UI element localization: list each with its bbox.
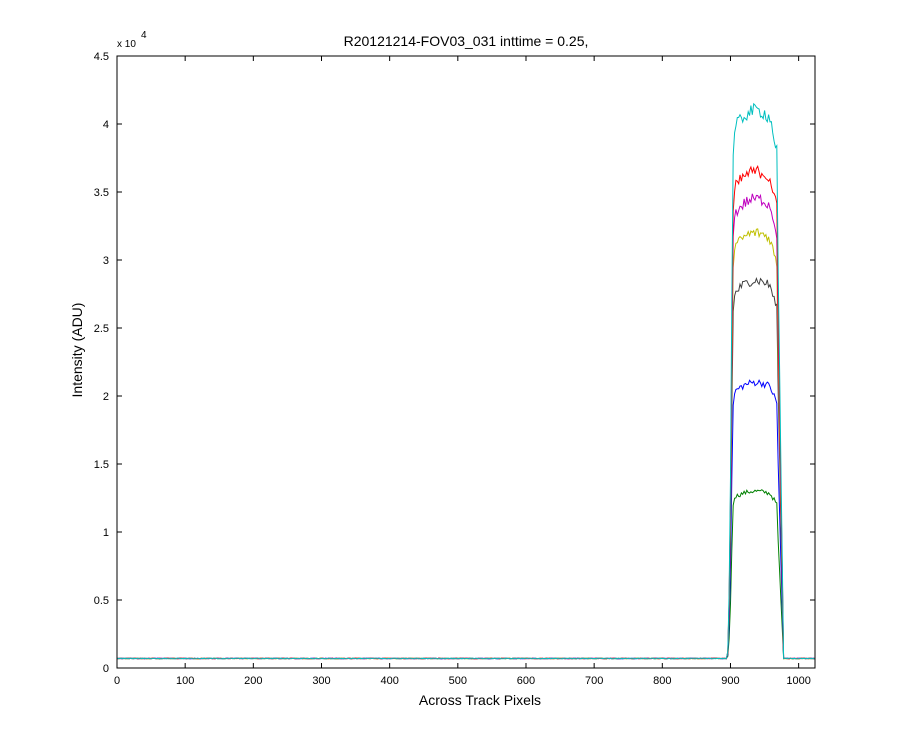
y-multiplier-exponent: 4: [141, 30, 147, 41]
plot-area: [117, 56, 815, 668]
y-tick-label: 0: [103, 663, 109, 675]
series-line: [116, 102, 816, 660]
plot-frame: [116, 55, 816, 669]
x-tick-label: 800: [653, 675, 671, 687]
x-tick-label: 0: [114, 675, 120, 687]
y-tick-label: 2.5: [94, 323, 109, 335]
y-tick-label: 4: [103, 119, 109, 131]
x-tick-label: 600: [517, 675, 535, 687]
y-tick-label: 2: [103, 391, 109, 403]
x-tick-label: 300: [312, 675, 330, 687]
y-tick-label: 4.5: [94, 51, 109, 63]
y-tick-label: 1.5: [94, 459, 109, 471]
x-tick-label: 200: [244, 675, 262, 687]
series-group: [116, 102, 816, 660]
y-axis-label: Intensity (ADU): [69, 303, 85, 398]
x-tick-label: 100: [176, 675, 194, 687]
y-tick-label: 3.5: [94, 187, 109, 199]
y-axis: 0 0.5 1 1.5 2 2.5 3 3.5 4 4.5: [94, 51, 815, 675]
x-tick-label: 1000: [786, 675, 810, 687]
x-tick-label: 500: [449, 675, 467, 687]
x-tick-label: 700: [585, 675, 603, 687]
y-tick-label: 0.5: [94, 595, 109, 607]
x-tick-label: 400: [380, 675, 398, 687]
y-multiplier-base: x 10: [117, 39, 136, 50]
y-tick-label: 3: [103, 255, 109, 267]
x-tick-label: 900: [721, 675, 739, 687]
x-axis-label: Across Track Pixels: [419, 692, 541, 708]
y-tick-label: 1: [103, 527, 109, 539]
x-axis: 0 100 200 300 400 500 600 700 800 900 1000: [114, 56, 811, 687]
chart-title: R20121214-FOV03_031 inttime = 0.25,: [344, 33, 589, 49]
